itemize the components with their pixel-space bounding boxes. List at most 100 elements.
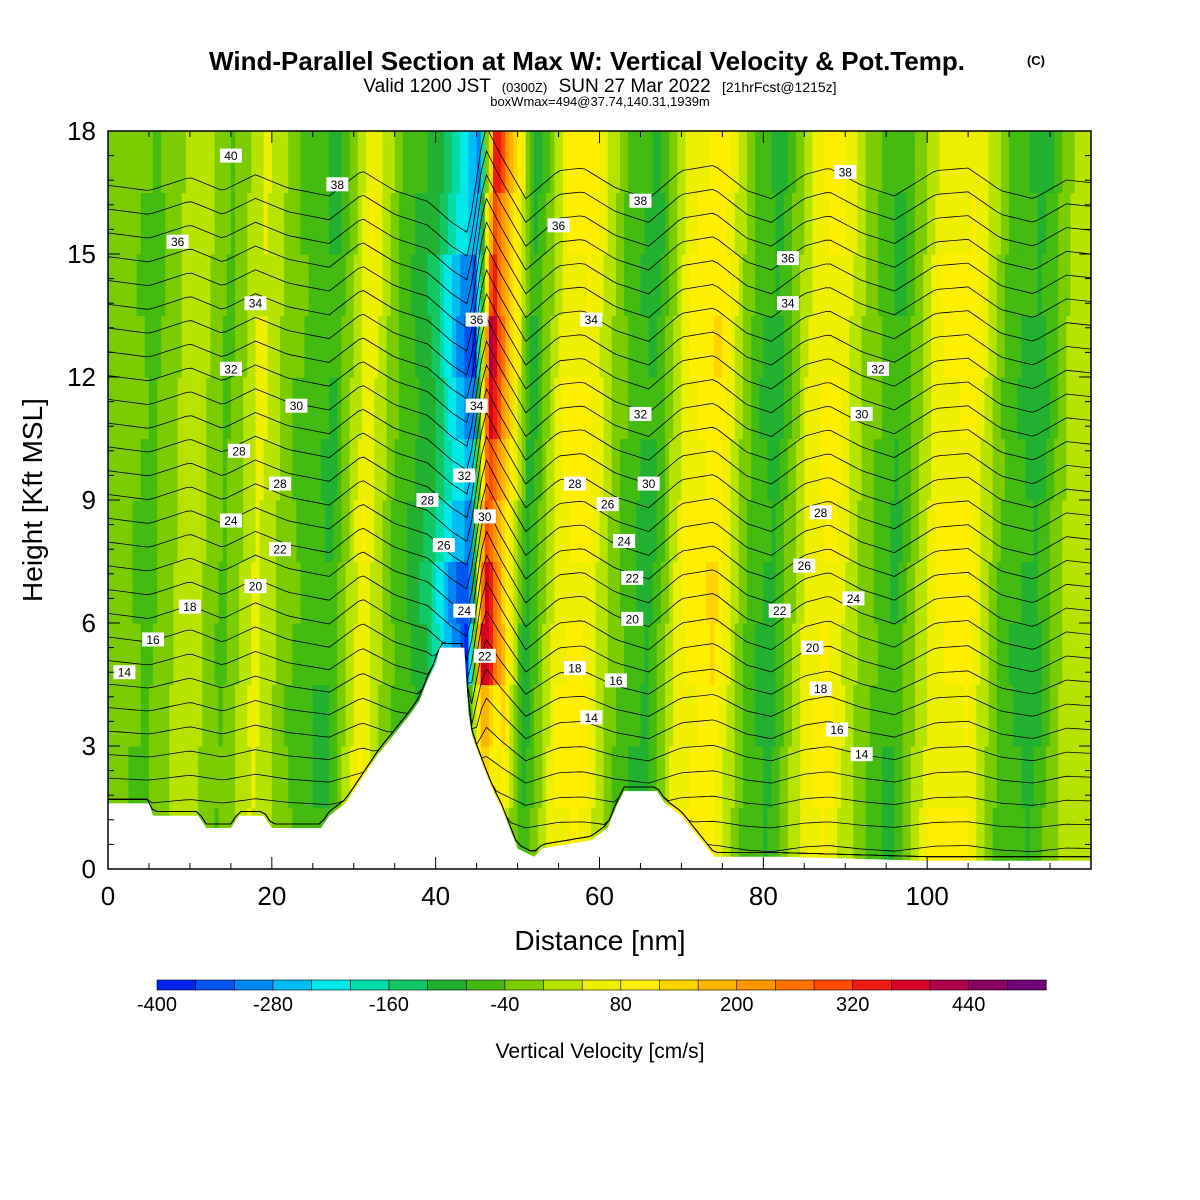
velocity-cell: [493, 131, 498, 194]
velocity-cell: [964, 377, 969, 440]
velocity-cell: [636, 746, 642, 809]
velocity-cell: [206, 192, 211, 255]
velocity-cell: [918, 561, 924, 624]
velocity-cell: [1000, 438, 1006, 501]
velocity-cell: [845, 131, 850, 194]
velocity-cell: [1070, 377, 1076, 440]
velocity-cell: [968, 684, 973, 747]
velocity-cell: [996, 315, 1002, 378]
velocity-cell: [689, 254, 695, 317]
velocity-cell: [222, 500, 228, 563]
colorbar-swatch: [891, 979, 931, 991]
velocity-cell: [972, 254, 977, 317]
velocity-cell: [689, 315, 695, 378]
velocity-cell: [538, 254, 543, 317]
isotherm-label-text: 40: [224, 149, 238, 163]
colorbar-swatch: [775, 979, 815, 991]
velocity-cell: [341, 561, 347, 624]
velocity-cell: [157, 131, 162, 194]
velocity-cell: [263, 131, 269, 194]
velocity-cell: [546, 438, 551, 501]
velocity-cell: [673, 684, 678, 747]
velocity-cell: [112, 254, 117, 317]
velocity-cell: [640, 623, 646, 686]
velocity-cell: [992, 254, 998, 317]
velocity-cell: [275, 315, 281, 378]
velocity-cell: [1025, 561, 1031, 624]
velocity-cell: [579, 192, 584, 255]
velocity-cell: [402, 192, 408, 255]
isotherm-label: 18: [563, 661, 586, 676]
velocity-cell: [525, 623, 531, 686]
velocity-cell: [1025, 377, 1031, 440]
velocity-cell: [894, 500, 900, 563]
velocity-cell: [595, 192, 601, 255]
velocity-cell: [345, 131, 351, 194]
velocity-cell: [292, 684, 298, 747]
velocity-cell: [726, 377, 732, 440]
velocity-cell: [845, 746, 850, 809]
velocity-cell: [529, 192, 535, 255]
velocity-cell: [1004, 500, 1010, 563]
velocity-cell: [800, 746, 805, 809]
velocity-cell: [968, 254, 973, 317]
velocity-cell: [726, 131, 732, 194]
velocity-cell: [185, 315, 191, 378]
velocity-cell: [619, 192, 625, 255]
velocity-cell: [1037, 807, 1043, 869]
velocity-cell: [837, 807, 842, 869]
velocity-cell: [521, 131, 527, 194]
velocity-cell: [406, 315, 412, 378]
velocity-cell: [296, 131, 302, 194]
velocity-cell: [1029, 192, 1035, 255]
velocity-cell: [1037, 192, 1043, 255]
velocity-cell: [693, 500, 699, 563]
velocity-cell: [292, 192, 298, 255]
velocity-cell: [611, 623, 617, 686]
velocity-cell: [116, 315, 121, 378]
velocity-cell: [443, 192, 449, 255]
velocity-cell: [804, 746, 809, 809]
velocity-cell: [943, 254, 949, 317]
velocity-cell: [845, 315, 850, 378]
x-tick-label: 40: [421, 881, 450, 911]
velocity-cell: [132, 746, 138, 809]
velocity-cell: [243, 623, 248, 686]
velocity-cell: [992, 623, 998, 686]
velocity-cell: [701, 377, 707, 440]
velocity-cell: [812, 746, 818, 809]
velocity-cell: [124, 131, 130, 194]
velocity-cell: [435, 254, 441, 317]
velocity-cell: [607, 500, 613, 563]
isotherm-label: 14: [850, 747, 873, 762]
isotherm-label-text: 34: [249, 297, 263, 311]
velocity-cell: [570, 315, 576, 378]
velocity-cell: [308, 746, 314, 809]
velocity-cell: [656, 623, 662, 686]
velocity-cell: [1066, 561, 1072, 624]
velocity-cell: [185, 131, 191, 194]
velocity-cell: [284, 561, 289, 624]
velocity-cell: [878, 315, 883, 378]
velocity-cell: [550, 438, 556, 501]
velocity-cell: [194, 684, 199, 747]
velocity-cell: [837, 623, 842, 686]
velocity-cell: [599, 315, 605, 378]
velocity-cell: [607, 315, 613, 378]
velocity-cell: [361, 623, 367, 686]
velocity-cell: [374, 131, 379, 194]
velocity-cell: [808, 561, 814, 624]
velocity-cell: [701, 746, 707, 809]
velocity-cell: [804, 315, 809, 378]
velocity-cell: [239, 315, 244, 378]
velocity-cell: [423, 377, 429, 440]
velocity-cell: [665, 315, 670, 378]
velocity-cell: [935, 438, 941, 501]
velocity-cell: [1054, 684, 1059, 747]
x-axis-label: Distance [nm]: [514, 925, 685, 956]
isotherm-label-bg: [166, 234, 189, 249]
velocity-cell: [951, 192, 957, 255]
velocity-cell: [832, 684, 838, 747]
velocity-cell: [480, 438, 486, 501]
